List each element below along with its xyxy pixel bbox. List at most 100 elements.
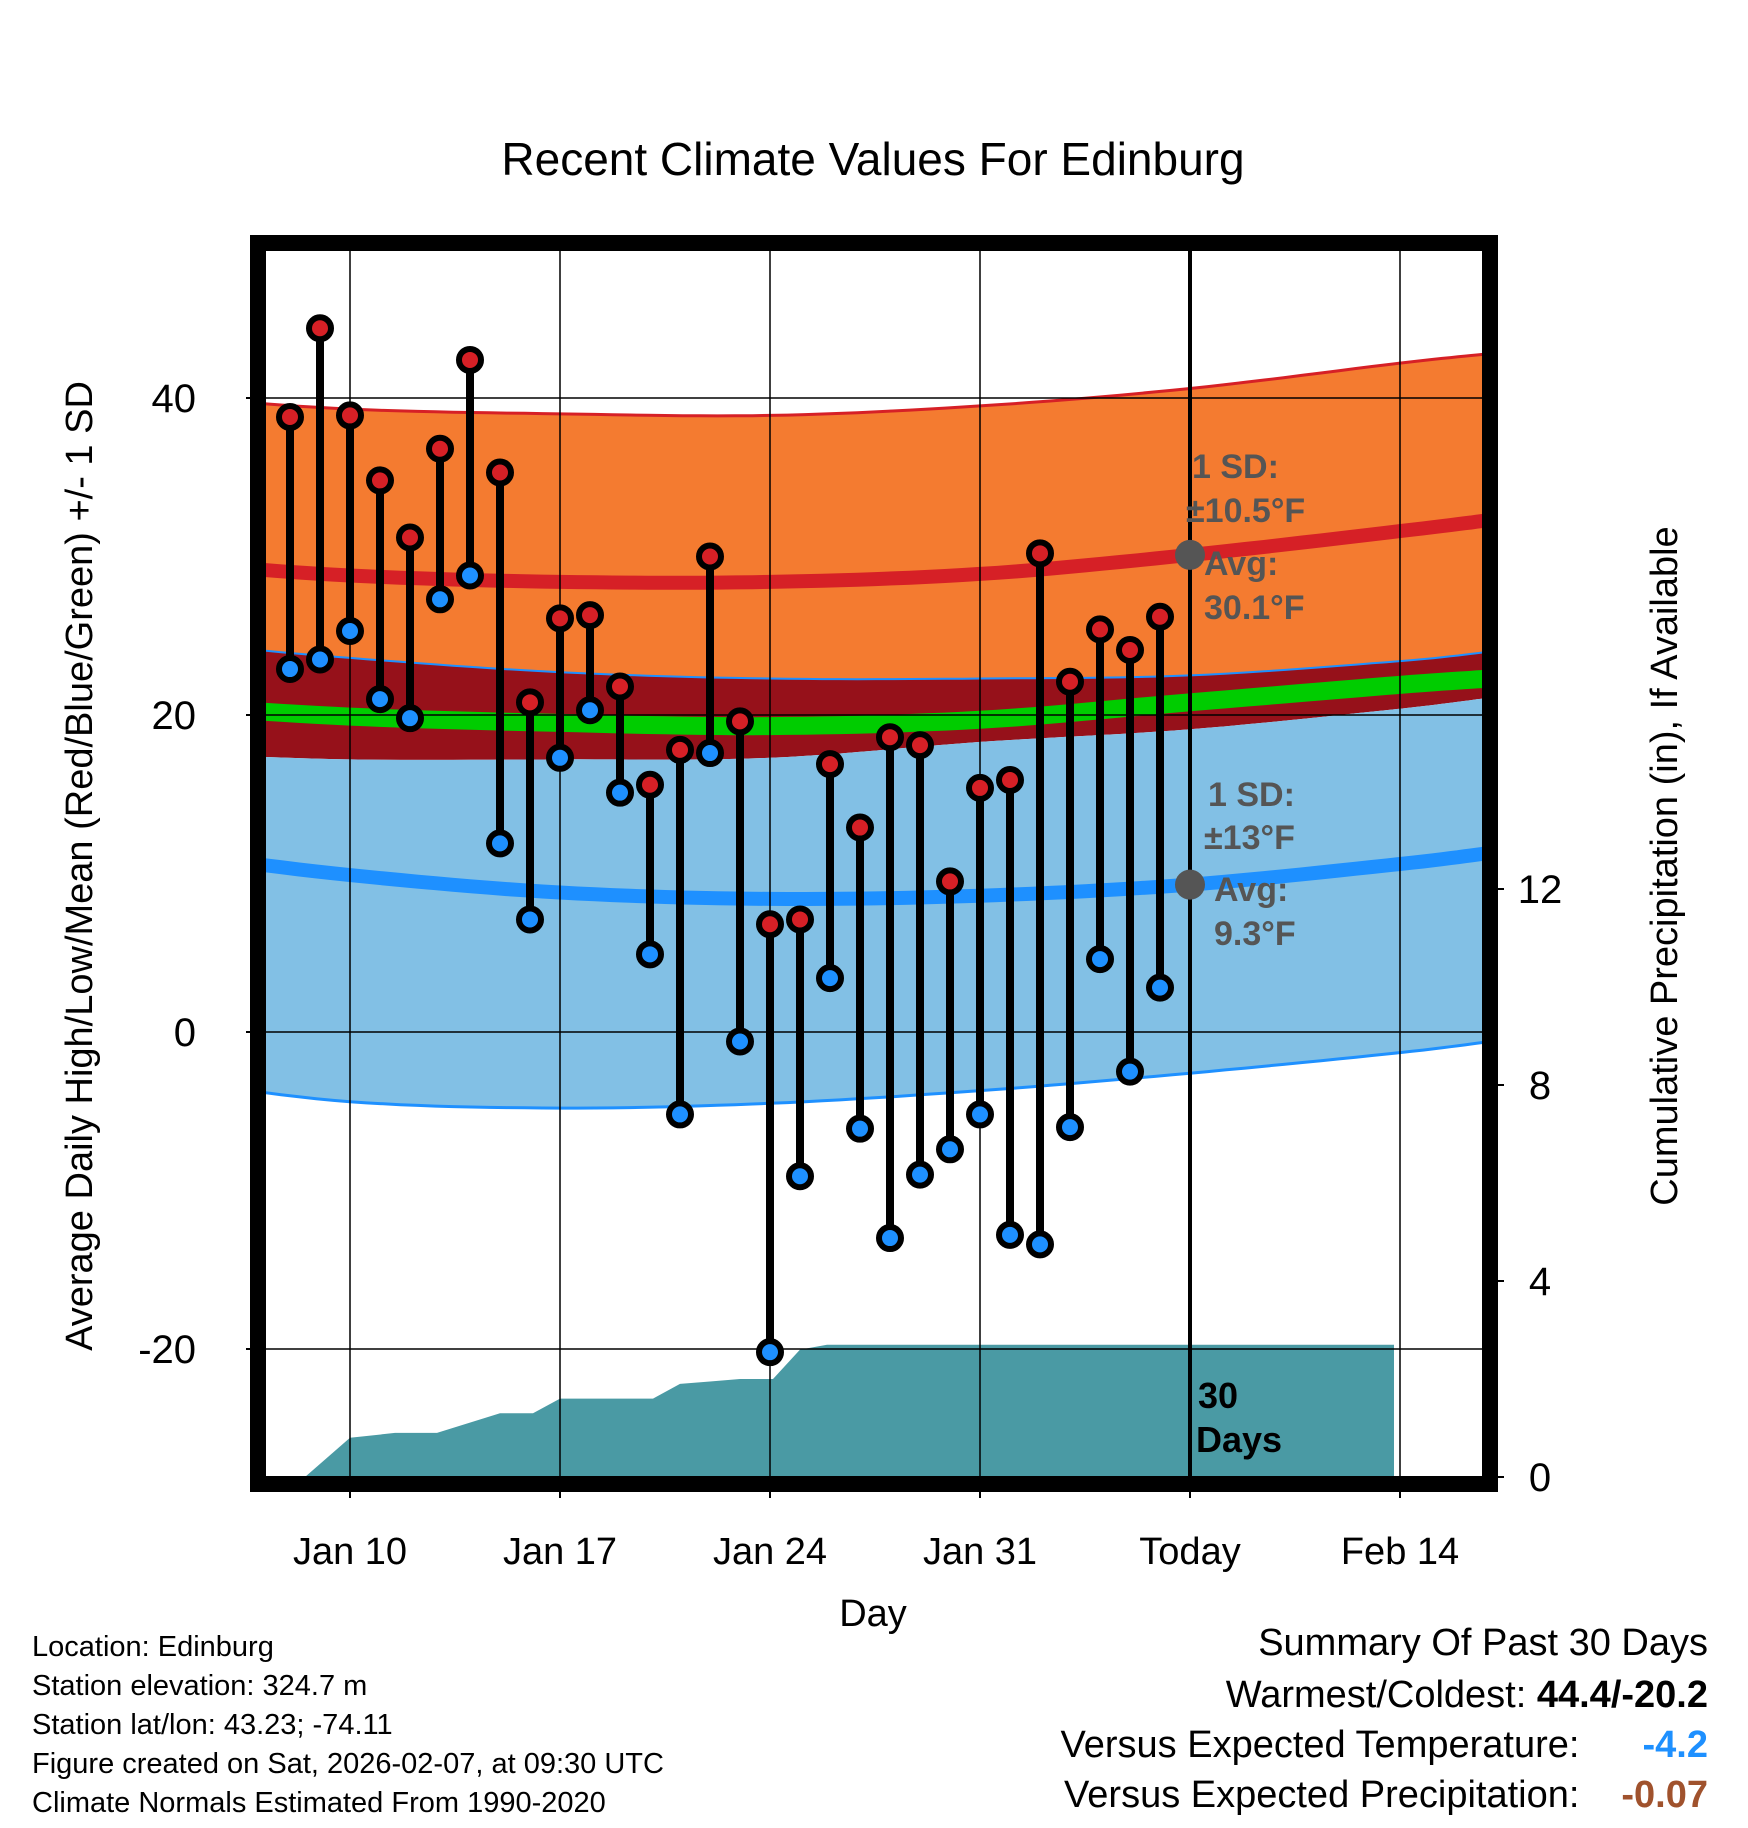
low-point	[426, 585, 454, 614]
high-point	[546, 604, 574, 633]
x-tick-label: Jan 17	[503, 1531, 617, 1573]
high-point	[306, 314, 334, 343]
y-tick-label: 40	[152, 377, 197, 421]
low-point	[1056, 1113, 1084, 1142]
high-point	[636, 770, 664, 799]
low-point	[906, 1160, 934, 1189]
low-point	[966, 1100, 994, 1129]
low-point	[726, 1027, 754, 1056]
y2-tick-label: 0	[1529, 1456, 1551, 1500]
x-axis-title: Day	[839, 1593, 907, 1635]
low-sd-value: ±13°F	[1204, 819, 1295, 857]
low-point	[396, 704, 424, 733]
y-tick-label: 0	[174, 1011, 196, 1055]
low-point	[636, 940, 664, 969]
temp-label: Versus Expected Temperature:	[1060, 1724, 1580, 1766]
high-point	[1116, 636, 1144, 665]
low-point	[486, 829, 514, 858]
low-point	[546, 743, 574, 772]
low-point	[696, 739, 724, 768]
high-point	[366, 466, 394, 495]
chart-title: Recent Climate Values For Edinburg	[501, 133, 1244, 185]
y2-tick-label: 12	[1518, 868, 1563, 912]
y2-tick-label: 4	[1529, 1260, 1551, 1304]
low-point	[1086, 945, 1114, 974]
precip-label: Versus Expected Precipitation:	[1064, 1774, 1580, 1816]
y-axis-title: Average Daily High/Low/Mean (Red/Blue/Gr…	[59, 381, 101, 1351]
low-lower-edge	[266, 1041, 1482, 1110]
period-label: 30	[1198, 1375, 1238, 1416]
low-point	[1116, 1057, 1144, 1086]
high-upper-edge	[266, 352, 1482, 418]
high-point	[936, 867, 964, 896]
low-point	[1026, 1230, 1054, 1259]
latlon-text: Station lat/lon: 43.23; -74.11	[32, 1709, 393, 1741]
low-point	[816, 964, 844, 993]
x-tick-label: Jan 31	[923, 1531, 1037, 1573]
y-tick-label: 20	[152, 694, 197, 738]
high-sd-label: 1 SD:	[1192, 448, 1279, 486]
high-point	[1026, 539, 1054, 568]
x-tick-label: Today	[1139, 1531, 1240, 1573]
low-point	[666, 1100, 694, 1129]
x-tick-label: Jan 24	[713, 1531, 827, 1573]
low-sd-label: 1 SD:	[1208, 776, 1295, 814]
y2-tick-label: 8	[1529, 1064, 1551, 1108]
high-point	[906, 731, 934, 760]
high-point	[276, 403, 304, 432]
high-sd-band	[266, 354, 1482, 680]
precip-value: -0.07	[1621, 1774, 1708, 1816]
low-point	[366, 685, 394, 714]
high-avg-value: 30.1°F	[1204, 589, 1305, 627]
normals-text: Climate Normals Estimated From 1990-2020	[32, 1787, 606, 1819]
summary-precip: Versus Expected Precipitation: -0.07	[1064, 1774, 1708, 1817]
summary-temp: Versus Expected Temperature: -4.2	[1061, 1724, 1708, 1767]
warmest-label: Warmest/Coldest:	[1225, 1674, 1527, 1716]
warmest-value: 44.4/-20.2	[1536, 1674, 1708, 1716]
low-point	[516, 905, 544, 934]
low-point	[846, 1114, 874, 1143]
plot-frame	[250, 235, 1498, 1492]
high-point	[996, 765, 1024, 794]
high-avg-label: Avg:	[1204, 545, 1278, 583]
high-point	[576, 601, 604, 630]
y2-axis-title: Cumulative Precipitation (in), If Availa…	[1644, 526, 1686, 1205]
x-tick-label: Jan 10	[293, 1531, 407, 1573]
low-point	[996, 1220, 1024, 1249]
low-point	[786, 1162, 814, 1191]
summary-title: Summary Of Past 30 Days	[1258, 1622, 1708, 1664]
high-point	[696, 542, 724, 571]
y-tick-label: -20	[138, 1328, 196, 1372]
high-point	[426, 434, 454, 463]
high-point	[516, 688, 544, 717]
high-point	[876, 723, 904, 752]
low-point	[936, 1135, 964, 1164]
low-mean-line	[266, 846, 1482, 906]
precip-area	[266, 1344, 1394, 1477]
high-point	[336, 401, 364, 430]
high-sd-value: ±10.5°F	[1186, 492, 1305, 530]
high-point	[666, 735, 694, 764]
temp-value: -4.2	[1642, 1724, 1708, 1766]
low-point	[876, 1224, 904, 1253]
elevation-text: Station elevation: 324.7 m	[32, 1670, 368, 1702]
high-point	[1056, 667, 1084, 696]
high-point	[756, 910, 784, 939]
high-point	[966, 773, 994, 802]
high-point	[726, 707, 754, 736]
high-point	[846, 813, 874, 842]
low-point	[576, 696, 604, 725]
high-point	[486, 458, 514, 487]
low-avg-value: 9.3°F	[1214, 915, 1296, 953]
high-point	[1086, 615, 1114, 644]
location-text: Location: Edinburg	[32, 1631, 274, 1663]
low-point	[336, 616, 364, 645]
period-label-days: Days	[1196, 1419, 1282, 1460]
high-point	[1146, 602, 1174, 631]
high-point	[396, 523, 424, 552]
high-avg-marker	[1175, 539, 1205, 570]
low-avg-marker	[1175, 869, 1205, 900]
high-point	[606, 672, 634, 701]
summary-warmest: Warmest/Coldest: 44.4/-20.2	[1226, 1674, 1708, 1717]
